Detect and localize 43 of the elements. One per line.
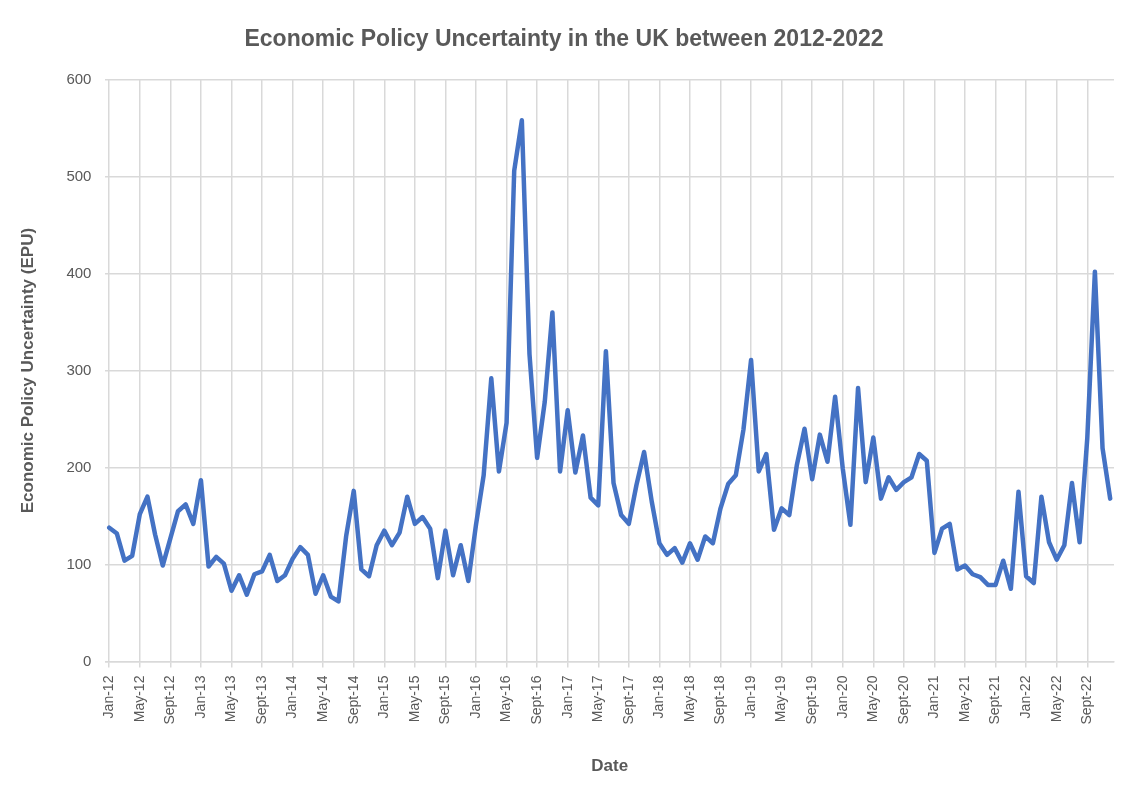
- y-tick-label: 500: [66, 166, 92, 184]
- x-tick-label: Jan-19: [741, 675, 758, 719]
- x-tick-label: May-18: [680, 675, 697, 723]
- x-tick-label: Sept-20: [894, 675, 911, 725]
- x-tick-label: May-12: [130, 675, 147, 723]
- x-tick-label: Jan-17: [558, 675, 575, 719]
- x-tick-label: Jan-21: [925, 675, 942, 719]
- x-tick-label: Jan-16: [466, 675, 483, 719]
- chart-title: Economic Policy Uncertainty in the UK between 2012-2022: [244, 25, 884, 52]
- x-tick-label: May-22: [1047, 675, 1064, 723]
- x-tick-label: Sept-15: [436, 675, 453, 725]
- x-tick-label: May-21: [955, 675, 972, 723]
- x-axis-title: Date: [591, 756, 629, 776]
- y-tick-label: 100: [66, 554, 92, 572]
- x-tick-label: Sept-13: [252, 675, 269, 725]
- x-tick-label: Sept-22: [1078, 675, 1095, 725]
- y-tick-label: 0: [83, 651, 92, 669]
- x-tick-label: May-13: [222, 675, 239, 723]
- x-tick-label: Jan-14: [283, 675, 300, 719]
- x-tick-label: Jan-20: [833, 675, 850, 719]
- x-tick-label: May-15: [405, 675, 422, 723]
- x-tick-label: May-19: [772, 675, 789, 723]
- x-tick-label: Sept-14: [344, 675, 361, 725]
- y-axis-title: Economic Policy Uncertainty (EPU): [17, 227, 37, 514]
- y-tick-label: 400: [66, 263, 92, 281]
- x-tick-label: Jan-18: [650, 675, 667, 719]
- x-tick-label: Sept-21: [986, 675, 1003, 725]
- x-tick-label: Sept-19: [803, 675, 820, 725]
- x-tick-label: May-17: [589, 675, 606, 723]
- y-tick-label: 600: [66, 69, 92, 87]
- x-tick-label: May-16: [497, 675, 514, 723]
- x-tick-label: Sept-12: [161, 675, 178, 725]
- y-tick-label: 300: [66, 360, 92, 378]
- x-tick-label: Jan-12: [100, 675, 117, 719]
- x-tick-label: May-14: [314, 675, 331, 723]
- x-tick-label: Jan-22: [1016, 675, 1033, 719]
- x-tick-label: Sept-18: [711, 675, 728, 725]
- x-tick-label: Sept-17: [619, 675, 636, 725]
- x-tick-label: Jan-13: [191, 675, 208, 719]
- x-tick-label: Sept-16: [527, 675, 544, 725]
- x-tick-label: May-20: [864, 675, 881, 723]
- x-tick-label: Jan-15: [375, 675, 392, 719]
- y-tick-label: 200: [66, 457, 92, 475]
